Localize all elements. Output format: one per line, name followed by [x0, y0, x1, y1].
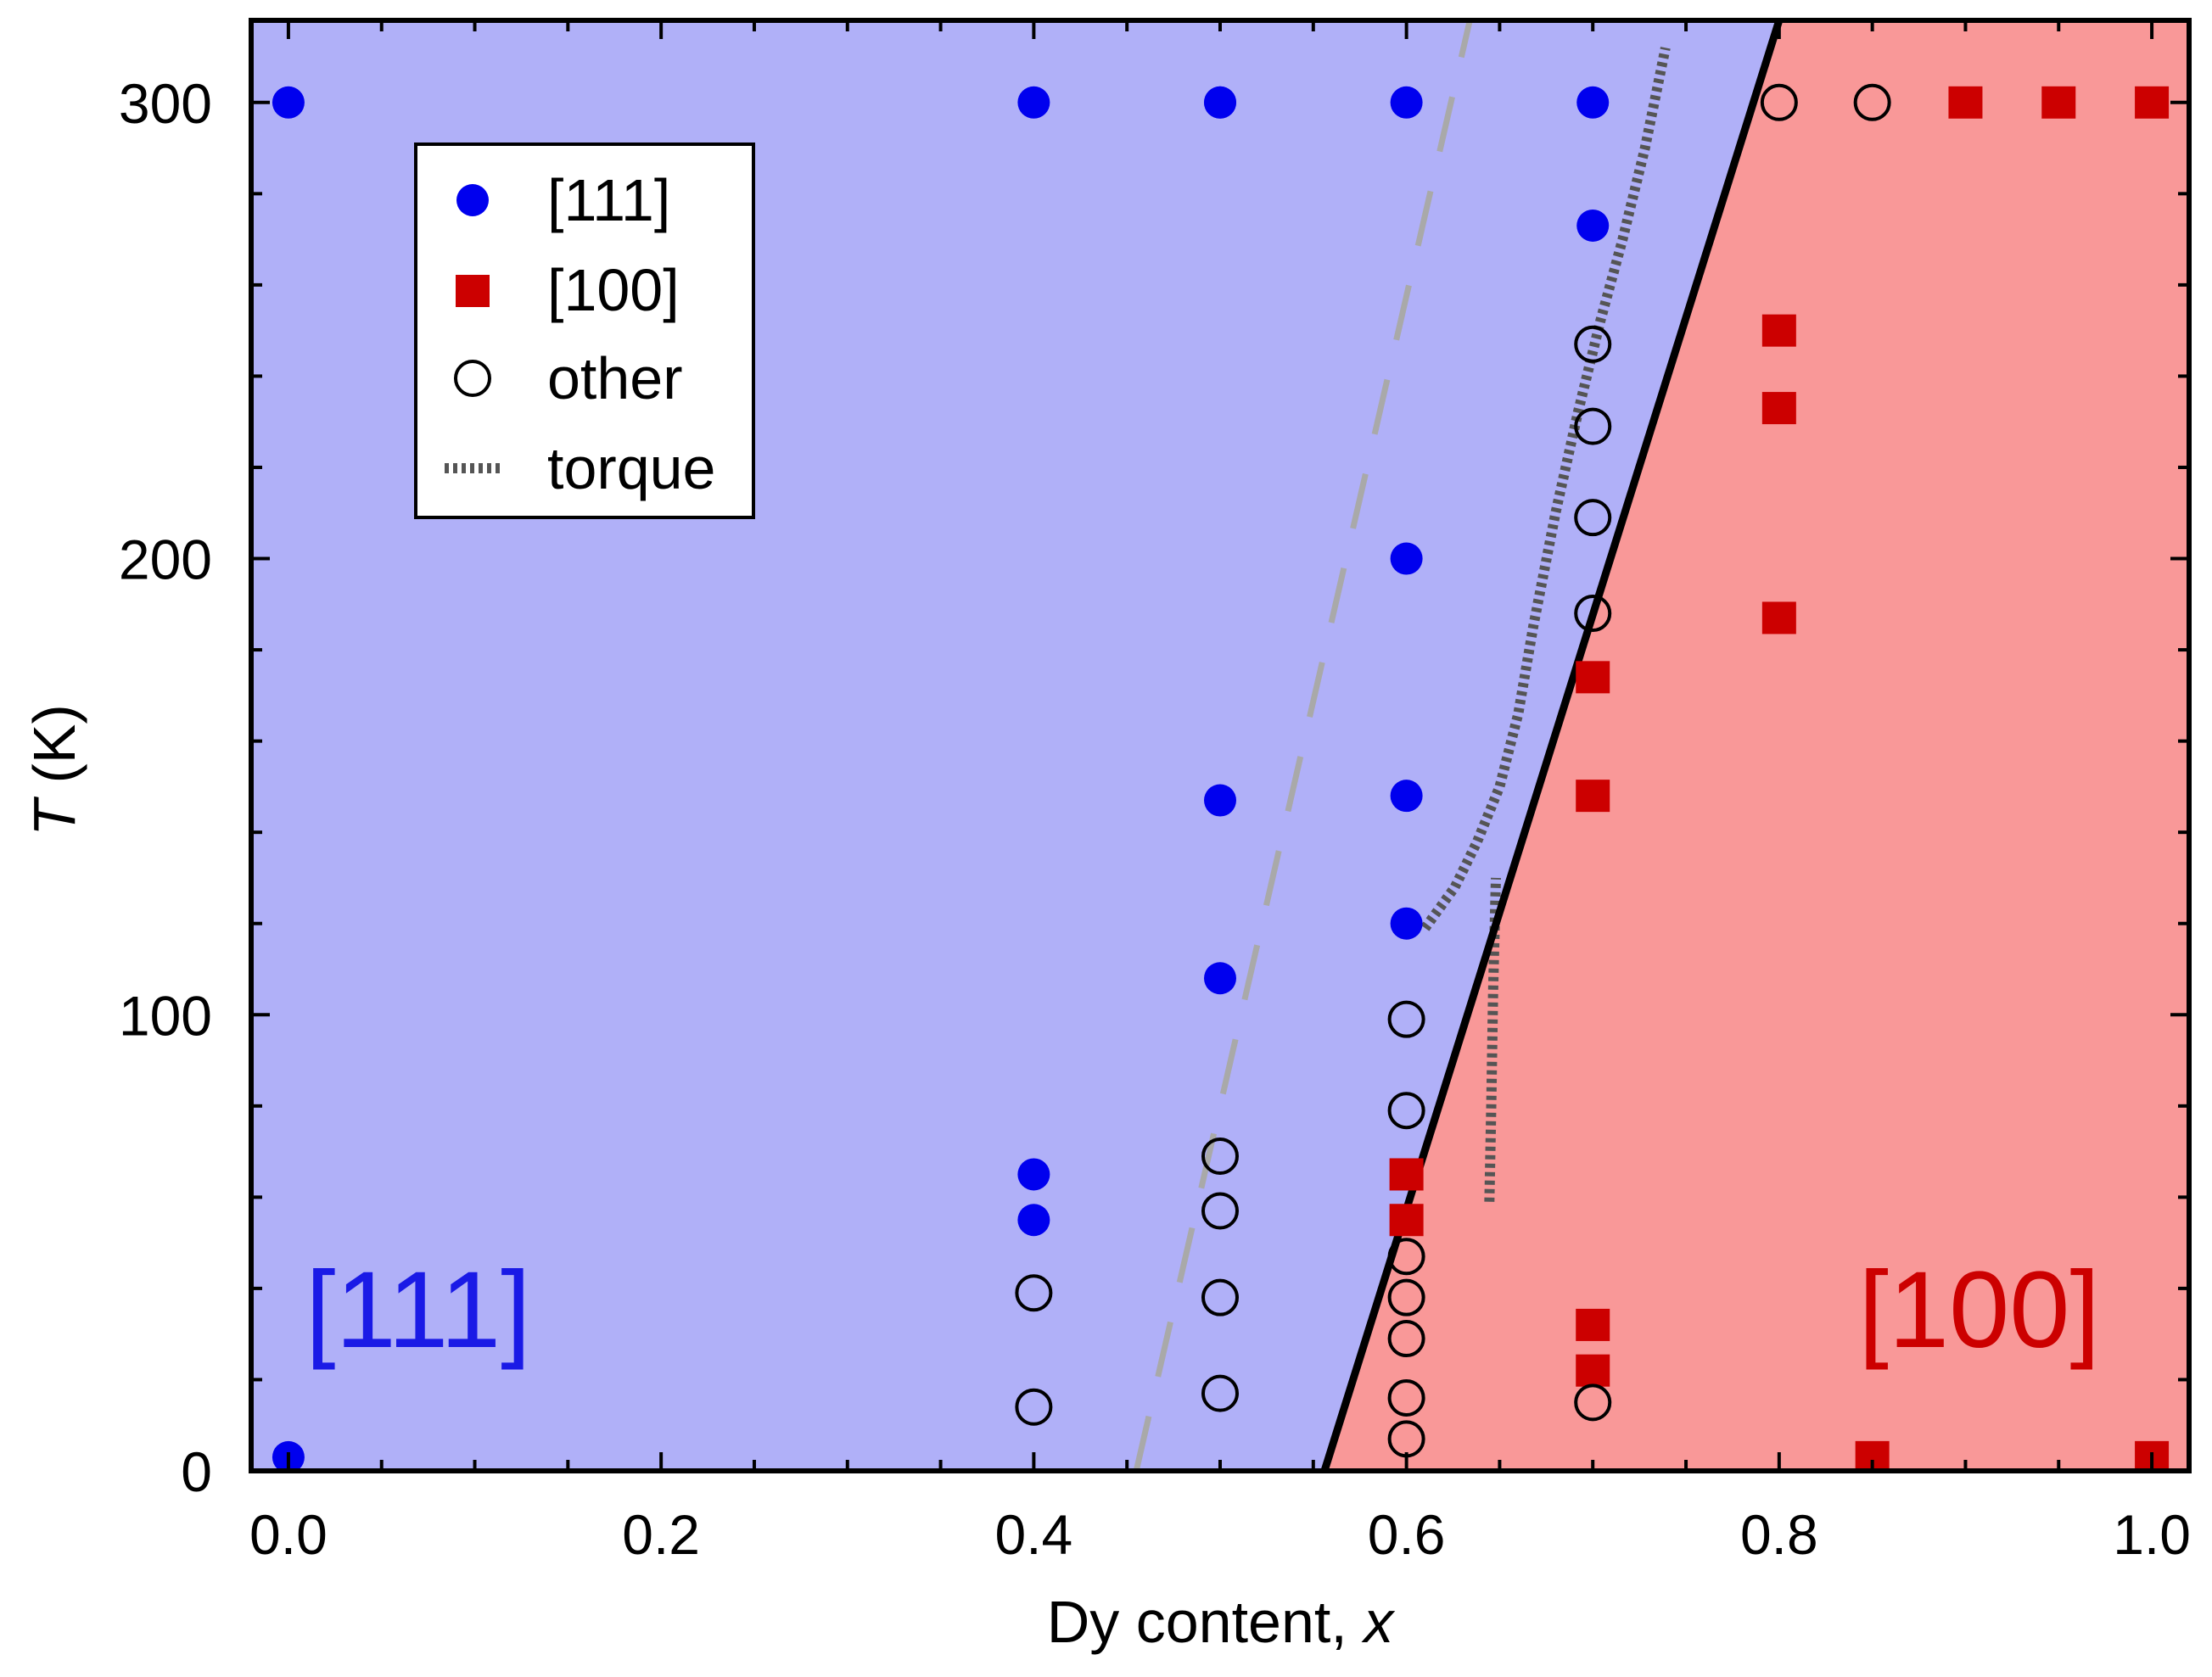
y-tick-label: 0: [181, 1440, 212, 1503]
point-open-circle: [1201, 1278, 1239, 1316]
x-tick-label: 0.8: [1740, 1503, 1818, 1566]
point-open-circle: [1574, 595, 1612, 633]
point-filled-circle: [272, 86, 305, 119]
x-tick-label: 0.2: [622, 1503, 700, 1566]
legend: [111] [100] other torque: [414, 143, 755, 519]
x-tick-label: 1.0: [2113, 1503, 2191, 1566]
data-points: [272, 83, 2170, 1471]
point-open-circle: [1387, 1238, 1425, 1276]
point-filled-square: [1389, 1158, 1424, 1191]
point-filled-circle: [1017, 1158, 1050, 1191]
point-filled-square: [1576, 780, 1610, 813]
legend-marker-other: [454, 360, 491, 397]
y-tick-label: 100: [119, 984, 212, 1047]
point-filled-square: [1948, 86, 1983, 119]
point-filled-circle: [1204, 962, 1236, 995]
point-filled-square: [2135, 86, 2170, 119]
point-open-circle: [1387, 1378, 1425, 1417]
point-filled-square: [1576, 1354, 1610, 1387]
point-open-circle: [1015, 1388, 1053, 1426]
point-open-circle: [1387, 1092, 1425, 1130]
point-open-circle: [1015, 1274, 1053, 1312]
point-open-circle: [1387, 1000, 1425, 1038]
y-axis-title: T (K): [21, 704, 87, 836]
point-filled-square: [1389, 1204, 1424, 1237]
point-filled-square: [1576, 661, 1610, 694]
point-filled-square: [1761, 601, 1796, 634]
point-filled-square: [1576, 1308, 1610, 1341]
point-open-circle: [1574, 407, 1612, 445]
x-tick-label: 0.4: [995, 1503, 1073, 1566]
region-100-fill: [1324, 20, 2189, 1471]
point-filled-circle: [1017, 1204, 1050, 1237]
point-open-circle: [1201, 1192, 1239, 1230]
x-axis-title: Dy content, x: [1047, 1589, 1397, 1655]
point-open-circle: [1387, 1278, 1425, 1316]
legend-label-111: [111]: [547, 167, 670, 233]
point-open-circle: [1574, 325, 1612, 363]
plot-frame: [249, 18, 2192, 1473]
point-filled-circle: [1017, 86, 1050, 119]
point-filled-circle: [1204, 86, 1236, 119]
dashed-boundary-line: [1133, 20, 1473, 1471]
point-filled-square: [2041, 86, 2076, 119]
legend-label-torque: torque: [547, 435, 715, 501]
x-tick-label: 0.6: [1368, 1503, 1446, 1566]
point-open-circle: [1387, 1320, 1425, 1358]
point-open-circle: [1853, 83, 1891, 121]
point-filled-circle: [1390, 907, 1423, 940]
point-open-circle: [1574, 1384, 1612, 1422]
point-filled-circle: [1576, 86, 1610, 119]
region-label-111: [111]: [305, 1249, 531, 1371]
legend-label-100: [100]: [547, 257, 680, 323]
point-filled-square: [1761, 392, 1796, 425]
point-filled-circle: [1204, 784, 1236, 817]
point-open-circle: [1201, 1374, 1239, 1412]
region-label-100: [100]: [1858, 1249, 2100, 1371]
legend-label-other: other: [547, 345, 683, 411]
legend-marker-111: [456, 184, 489, 216]
point-filled-circle: [1390, 542, 1423, 575]
torque-line: [1420, 47, 1671, 931]
y-tick-label: 200: [119, 528, 212, 591]
tick-labels: 0.0 0.2 0.4 0.6 0.8 1.0 0 100 200 300: [119, 72, 2191, 1566]
point-open-circle: [1574, 499, 1612, 537]
point-open-circle: [1760, 83, 1798, 121]
y-tick-label: 300: [119, 72, 212, 135]
point-filled-circle: [1576, 209, 1610, 242]
point-filled-circle: [1390, 86, 1423, 119]
x-tick-label: 0.0: [249, 1503, 328, 1566]
legend-marker-100: [456, 275, 490, 307]
point-open-circle: [1201, 1137, 1239, 1175]
point-filled-square: [1761, 314, 1796, 347]
point-filled-circle: [1390, 780, 1423, 813]
